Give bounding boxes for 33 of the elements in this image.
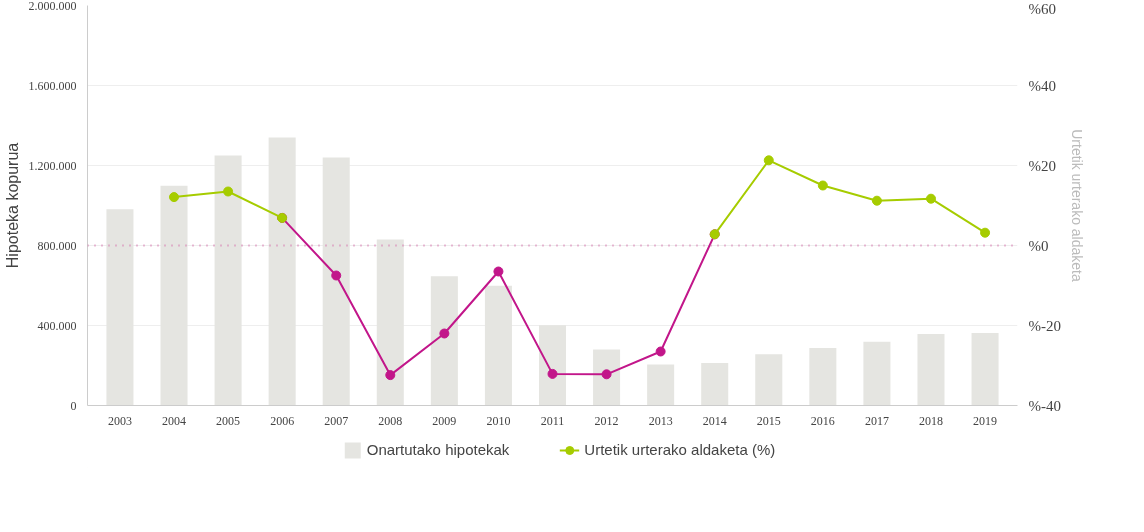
x-tick-label: 2005: [216, 413, 241, 428]
x-tick-label: 2009: [432, 413, 457, 428]
y2-tick-label: %0: [1028, 237, 1049, 254]
x-tick-label: 2006: [270, 413, 295, 428]
x-tick-label: 2011: [540, 413, 565, 428]
x-tick-label: 2018: [918, 413, 943, 428]
x-tick-label: 2017: [864, 413, 889, 428]
x-tick-label: 2016: [810, 413, 835, 428]
x-tick-label: 2014: [702, 413, 727, 428]
x-tick-label: 2012: [594, 413, 619, 428]
y-axis-title: Hipoteka kopurua: [3, 142, 21, 269]
x-tick-label: 2010: [486, 413, 511, 428]
y-tick-label: 800.000: [37, 238, 77, 253]
y-tick-label: 1.600.000: [28, 78, 77, 93]
y2-tick-label: %20: [1028, 157, 1056, 174]
x-tick-label: 2015: [756, 413, 781, 428]
y-tick-label: 2.000.000: [28, 0, 77, 13]
y-tick-label: 1.200.000: [28, 158, 77, 173]
legend-label: Urtetik urterako aldaketa (%): [584, 441, 776, 458]
y-tick-label: 400.000: [37, 318, 77, 333]
y2-axis-title: Urtetik urterako aldaketa: [1068, 129, 1085, 282]
legend-label: Onartutako hipotekak: [366, 441, 510, 458]
x-tick-label: 2007: [324, 413, 349, 428]
x-tick-label: 2019: [973, 413, 998, 428]
y2-tick-label: %60: [1028, 0, 1056, 17]
y2-tick-label: %40: [1028, 77, 1056, 94]
y2-tick-label: %-20: [1028, 317, 1061, 334]
y2-tick-label: %-40: [1028, 397, 1061, 414]
x-tick-label: 2004: [162, 413, 187, 428]
y-tick-label: 0: [70, 398, 77, 413]
x-tick-label: 2013: [648, 413, 673, 428]
x-tick-label: 2003: [107, 413, 132, 428]
x-tick-label: 2008: [378, 413, 403, 428]
